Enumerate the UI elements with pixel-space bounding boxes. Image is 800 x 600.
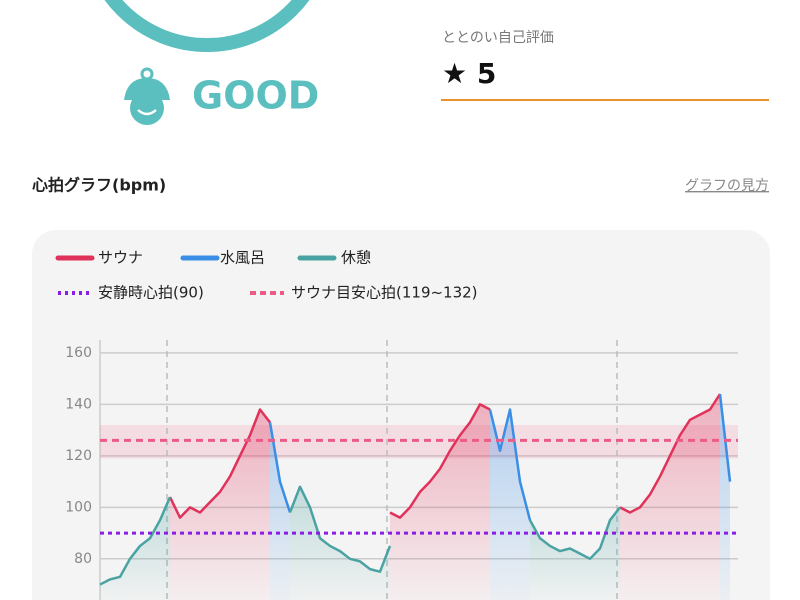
status-text: GOOD xyxy=(192,74,319,118)
y-tick-label: 100 xyxy=(65,499,92,515)
legend-label: サウナ xyxy=(98,249,143,267)
help-link[interactable]: グラフの見方 xyxy=(685,178,769,194)
status-ring xyxy=(104,0,310,52)
y-tick-label: 80 xyxy=(74,551,92,567)
area xyxy=(620,394,720,600)
legend-label: サウナ目安心拍(119~132) xyxy=(291,284,478,302)
y-tick-label: 140 xyxy=(65,396,92,412)
area xyxy=(270,422,290,600)
legend-label: 休憩 xyxy=(341,249,371,267)
area xyxy=(720,394,730,600)
rating-label: ととのい自己評価 xyxy=(442,30,554,46)
area xyxy=(490,409,530,600)
area xyxy=(100,497,170,600)
status-icon xyxy=(124,67,170,125)
area xyxy=(530,507,620,600)
area xyxy=(170,409,270,600)
legend-label: 安静時心拍(90) xyxy=(98,284,204,302)
y-tick-label: 120 xyxy=(65,448,92,464)
y-tick-label: 160 xyxy=(65,345,92,361)
line xyxy=(268,393,732,521)
line xyxy=(168,393,722,519)
area xyxy=(290,486,390,600)
rating-value: ★ 5 xyxy=(442,57,496,90)
area xyxy=(390,404,490,600)
legend-label: 水風呂 xyxy=(220,249,265,267)
section-title: 心拍グラフ(bpm) xyxy=(32,176,166,195)
